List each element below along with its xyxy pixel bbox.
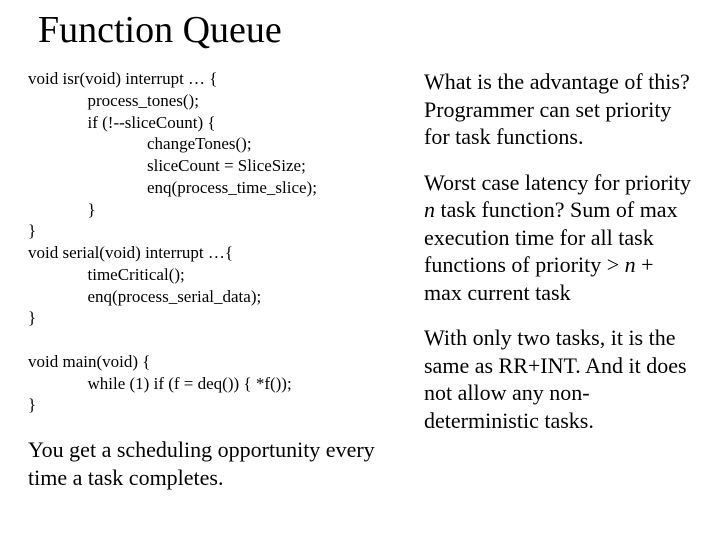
code-line: void serial(void) interrupt …{: [28, 243, 233, 262]
right-column: What is the advantage of this? Programme…: [424, 68, 692, 491]
slide: Function Queue void isr(void) interrupt …: [0, 0, 720, 540]
code-line: enq(process_serial_data);: [28, 287, 261, 306]
code-line: void main(void) {: [28, 352, 150, 371]
code-line: sliceCount = SliceSize;: [28, 156, 306, 175]
code-line: if (!--sliceCount) {: [28, 113, 216, 132]
code-line: enq(process_time_slice);: [28, 178, 317, 197]
paragraph-2: Worst case latency for priority n task f…: [424, 169, 692, 307]
paragraph-3: With only two tasks, it is the same as R…: [424, 324, 692, 434]
p2-var: n: [424, 197, 435, 222]
code-line: }: [28, 308, 36, 327]
left-column: void isr(void) interrupt … { process_ton…: [28, 68, 400, 491]
code-line: while (1) if (f = deq()) { *f());: [28, 374, 296, 393]
paragraph-1: What is the advantage of this? Programme…: [424, 68, 692, 151]
code-line: }: [28, 221, 36, 240]
p2-text: Worst case latency for priority: [424, 170, 691, 195]
code-line: void isr(void) interrupt … {: [28, 69, 217, 88]
code-line: process_tones();: [28, 91, 199, 110]
content-columns: void isr(void) interrupt … { process_ton…: [28, 68, 692, 491]
code-line: }: [28, 200, 96, 219]
slide-title: Function Queue: [38, 8, 692, 52]
code-line: changeTones();: [28, 134, 252, 153]
left-note: You get a scheduling opportunity every t…: [28, 436, 400, 491]
code-block: void isr(void) interrupt … { process_ton…: [28, 68, 400, 416]
p2-var: n: [625, 252, 636, 277]
code-line: timeCritical();: [28, 265, 185, 284]
code-line: }: [28, 395, 36, 414]
